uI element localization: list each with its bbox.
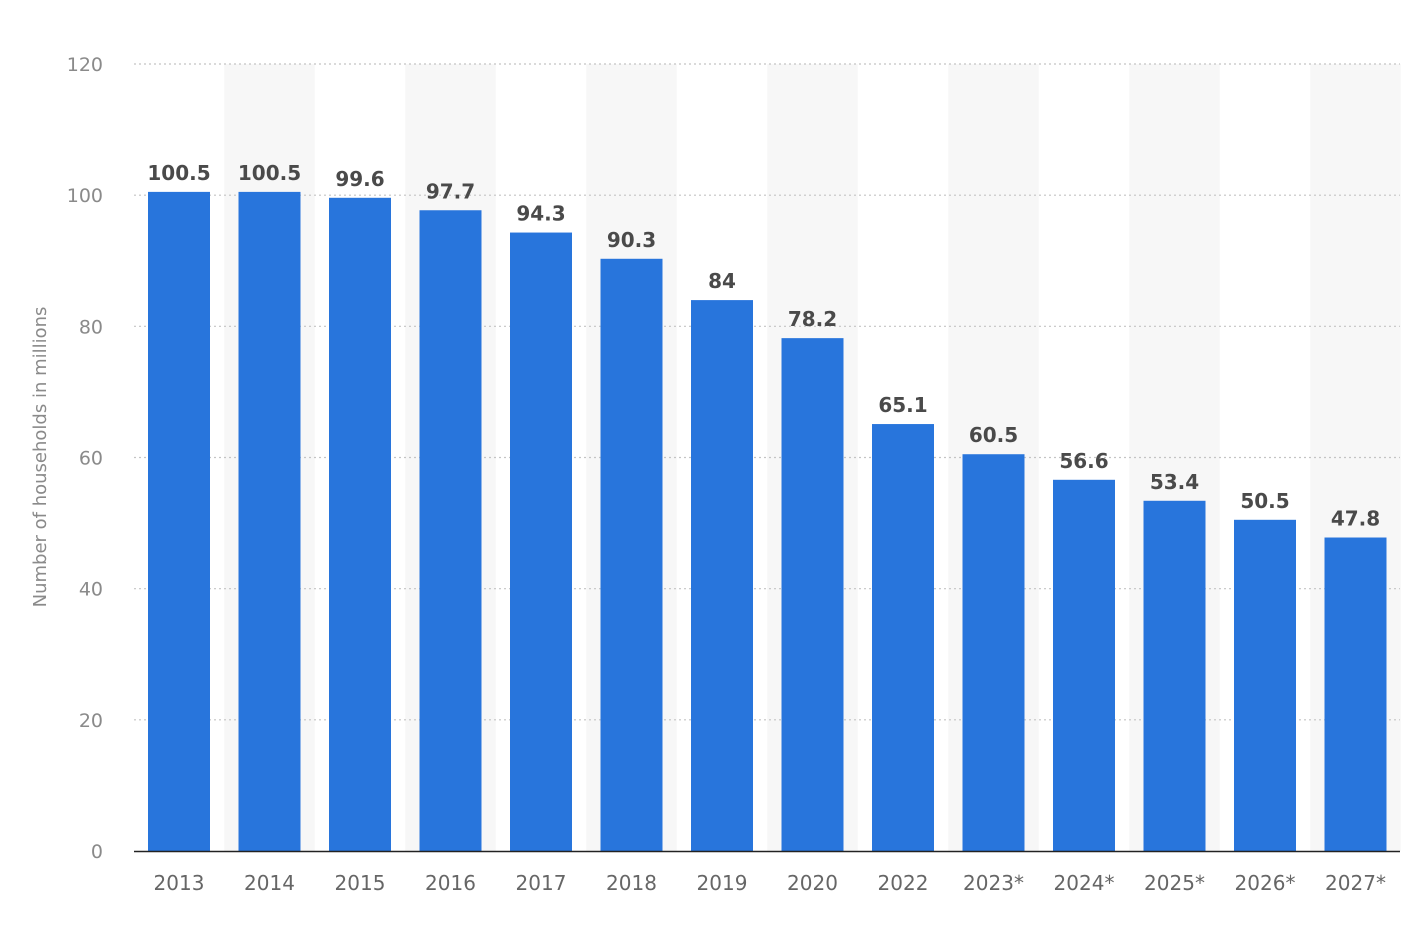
y-tick-label: 100: [67, 185, 103, 207]
x-tick-label-2014: 2014: [244, 871, 295, 895]
bar-2015: [329, 197, 391, 852]
bar-2013: [148, 191, 210, 851]
bar-2023*: [962, 454, 1025, 851]
data-label-2017: 94.3: [516, 202, 565, 226]
data-label-2023*: 60.5: [969, 423, 1018, 447]
x-tick-label-2016: 2016: [425, 871, 476, 895]
x-tick-label-2027*: 2027*: [1325, 871, 1386, 895]
data-label-2013: 100.5: [147, 161, 210, 185]
x-tick-label-2017: 2017: [516, 871, 567, 895]
x-tick-label-2023*: 2023*: [963, 871, 1024, 895]
y-tick-label: 120: [67, 54, 103, 76]
bar-2016: [419, 210, 482, 851]
bar-2020: [781, 338, 844, 852]
x-tick-label-2018: 2018: [606, 871, 657, 895]
bar-2017: [510, 232, 572, 851]
x-tick-label-2022: 2022: [878, 871, 929, 895]
y-tick-label: 80: [79, 316, 103, 338]
data-label-2015: 99.6: [335, 167, 384, 191]
data-labels: 100.5 100.5 99.6 97.7 94.3 90.3 84 78.2 65.1 60.5…: [147, 161, 1380, 531]
data-label-2025*: 53.4: [1150, 470, 1199, 494]
data-label-2022: 65.1: [878, 393, 927, 417]
x-axis-ticks: 2013 2014 2015 2016 2017 2018 2019 2020 2022 2023…: [154, 871, 1386, 895]
x-tick-label-2020: 2020: [787, 871, 838, 895]
y-tick-label: 0: [91, 841, 103, 863]
bar-2014: [238, 191, 301, 851]
y-tick-label: 20: [79, 710, 103, 732]
x-tick-label-2026*: 2026*: [1235, 871, 1296, 895]
data-label-2019: 84: [708, 269, 736, 293]
bar-2018: [600, 258, 663, 852]
x-tick-label-2019: 2019: [697, 871, 748, 895]
data-label-2018: 90.3: [607, 228, 656, 252]
bar-2024*: [1053, 479, 1115, 851]
bar-2022: [872, 424, 934, 851]
y-axis-title: Number of households in millions: [30, 307, 51, 608]
data-label-2020: 78.2: [788, 307, 837, 331]
y-tick-label: 40: [79, 579, 103, 601]
x-tick-label-2013: 2013: [154, 871, 205, 895]
data-label-2027*: 47.8: [1331, 507, 1380, 531]
y-axis-ticks: 0 20 40 60 80 100 120: [67, 54, 103, 863]
x-tick-label-2025*: 2025*: [1144, 871, 1205, 895]
bar-2019: [691, 300, 753, 852]
bar-2026*: [1234, 519, 1296, 851]
x-tick-label-2015: 2015: [335, 871, 386, 895]
data-label-2024*: 56.6: [1059, 449, 1108, 473]
data-label-2014: 100.5: [238, 161, 301, 185]
data-label-2026*: 50.5: [1240, 489, 1289, 513]
data-label-2016: 97.7: [426, 179, 475, 203]
x-tick-label-2024*: 2024*: [1054, 871, 1115, 895]
bar-2025*: [1143, 500, 1206, 851]
bars: [148, 191, 1387, 852]
y-tick-label: 60: [79, 448, 103, 470]
bar-2027*: [1324, 537, 1387, 851]
